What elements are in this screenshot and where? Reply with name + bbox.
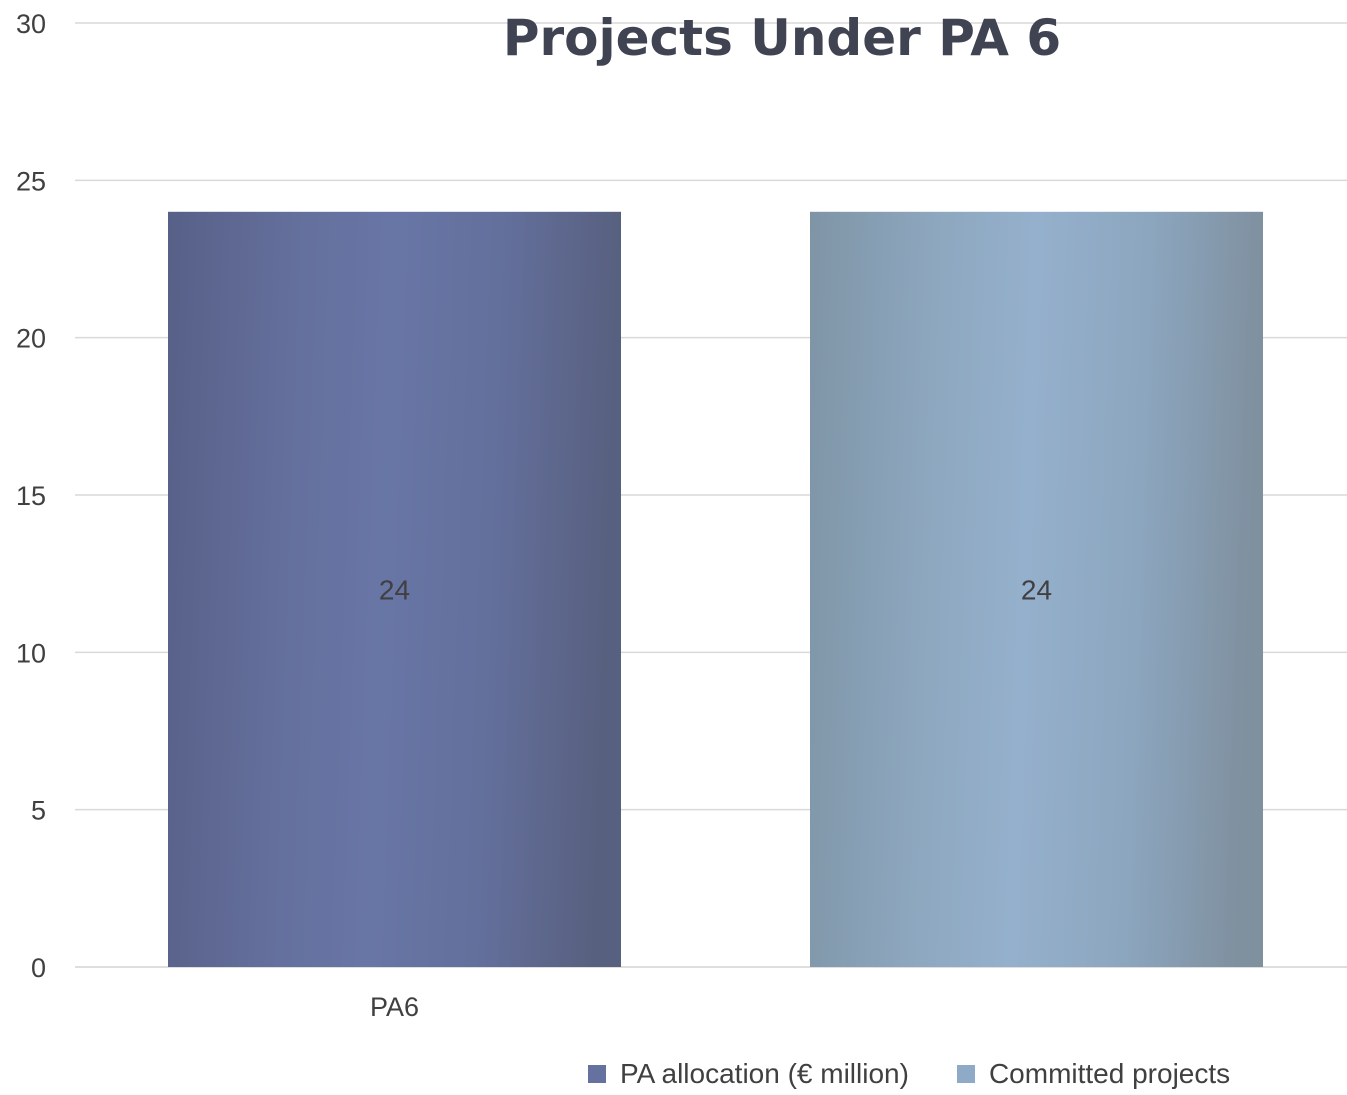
x-category-label: PA6 [370,992,419,1022]
y-tick-label: 5 [31,796,46,826]
y-tick-label: 20 [16,324,46,354]
bar-committed-projects [810,211,1263,968]
data-labels: 24 24 [379,574,1052,605]
legend-label-pa-allocation: PA allocation (€ million) [620,1058,909,1089]
data-label: 24 [379,574,410,605]
legend: PA allocation (€ million) Committed proj… [588,1058,1230,1090]
x-axis-categories: PA6 [370,992,419,1022]
bar-pa-allocation [168,211,621,968]
y-axis-ticks: 0 5 10 15 20 25 30 [16,9,46,983]
legend-label-committed-projects: Committed projects [988,1058,1231,1089]
legend-item-committed-projects[interactable]: Committed projects [956,1058,1231,1090]
y-tick-label: 30 [16,9,46,39]
y-tick-label: 25 [16,166,46,196]
legend-swatch-committed-projects [956,1065,975,1083]
legend-swatch-pa-allocation [588,1065,606,1083]
y-tick-label: 10 [16,638,46,668]
data-label: 24 [1021,574,1052,605]
y-tick-label: 0 [31,953,46,983]
legend-item-pa-allocation[interactable]: PA allocation (€ million) [588,1058,909,1090]
y-tick-label: 15 [16,481,46,511]
chart-title: Projects Under PA 6 [503,9,1061,67]
bars [168,211,1263,968]
